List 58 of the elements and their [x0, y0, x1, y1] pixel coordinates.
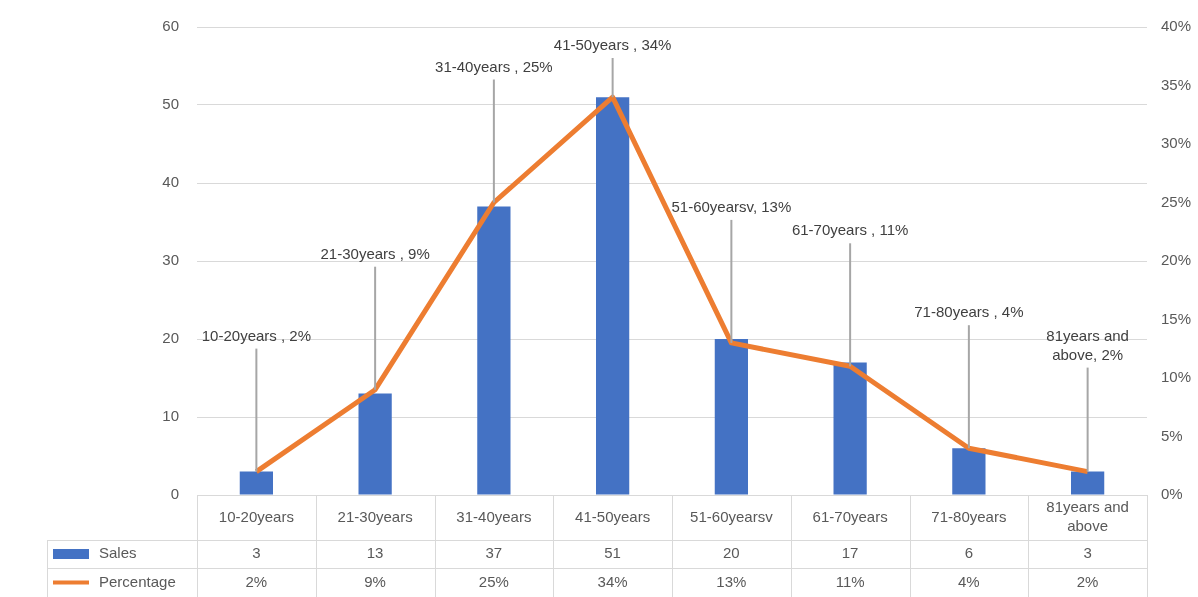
- bar: [596, 97, 630, 495]
- bar: [239, 471, 273, 495]
- legend-label: Sales: [99, 544, 137, 562]
- data-label: 51: [604, 544, 621, 562]
- x-tick-label: 10-20years: [218, 507, 294, 525]
- bar: [1071, 471, 1105, 495]
- y2-tick-label: 20%: [1161, 251, 1192, 269]
- x-tick-label: 71-80years: [931, 507, 1007, 525]
- annotation: 71-80years , 4%: [914, 303, 1024, 321]
- bar: [477, 206, 511, 495]
- data-label: 3: [252, 544, 261, 562]
- data-label: 11%: [835, 572, 865, 590]
- y2-tick-label: 40%: [1161, 17, 1192, 35]
- annotation: 21-30years , 9%: [320, 244, 430, 262]
- data-label: 34%: [597, 572, 628, 590]
- data-label: 37: [485, 544, 503, 562]
- y2-tick-label: 5%: [1161, 426, 1183, 444]
- data-label: 4%: [958, 572, 980, 590]
- annotation: 61-70years , 11%: [791, 221, 909, 239]
- data-label: 3: [1083, 544, 1092, 562]
- x-tick-label: 41-50years: [575, 507, 651, 525]
- y-tick-label: 10: [162, 407, 179, 425]
- y2-tick-label: 15%: [1161, 309, 1192, 327]
- bar: [714, 339, 748, 495]
- annotation: 81years and above, 2%: [1046, 326, 1129, 363]
- y-tick-label: 50: [162, 95, 179, 113]
- y-tick-label: 40: [162, 173, 179, 191]
- data-label: 13%: [716, 572, 747, 590]
- data-label: 2%: [1076, 572, 1099, 590]
- x-tick-label: 51-60yearsv: [690, 507, 774, 525]
- bar: [358, 393, 392, 495]
- data-label: 20: [723, 544, 740, 562]
- bar: [952, 448, 986, 495]
- y2-tick-label: 30%: [1161, 134, 1192, 152]
- y-tick-label: 0: [170, 485, 179, 503]
- x-tick-label: 61-70years: [812, 507, 888, 525]
- data-label: 9%: [364, 572, 386, 590]
- annotation: 41-50years , 34%: [553, 36, 672, 54]
- y-tick-label: 20: [162, 329, 179, 347]
- data-label: 2%: [245, 572, 268, 590]
- data-label: 13: [366, 544, 384, 562]
- x-tick-label: 31-40years: [456, 507, 532, 525]
- annotation: 10-20years , 2%: [201, 326, 311, 344]
- annotation: 51-60yearsv, 13%: [671, 198, 792, 216]
- annotation: 31-40years , 25%: [435, 57, 553, 75]
- y-tick-label: 30: [162, 251, 179, 269]
- y-tick-label: 60: [162, 17, 179, 35]
- data-label: 6: [964, 544, 974, 562]
- legend-label: Percentage: [99, 572, 176, 590]
- y2-tick-label: 10%: [1161, 368, 1192, 386]
- x-tick-label: 81years and above: [1046, 498, 1129, 535]
- data-label: 25%: [478, 572, 509, 590]
- y2-tick-label: 35%: [1161, 75, 1192, 93]
- y2-tick-label: 25%: [1161, 192, 1192, 210]
- data-label: 17: [841, 544, 859, 562]
- bar: [833, 362, 867, 495]
- y2-tick-label: 0%: [1161, 485, 1183, 503]
- x-tick-label: 21-30years: [337, 507, 413, 525]
